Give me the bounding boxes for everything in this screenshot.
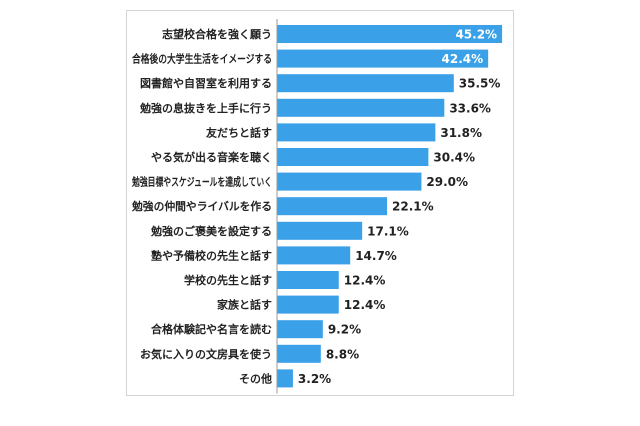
category-label: やる気が出る音楽を聴く: [151, 150, 272, 164]
category-labels: 志望校合格を強く願う合格後の大学生生活をイメージする図書館や自習室を利用する勉強…: [131, 27, 272, 385]
category-label: 勉強の仲間やライバルを作る: [131, 199, 272, 213]
value-label: 17.1%: [367, 224, 409, 238]
category-label: お気に入りの文房具を使う: [140, 347, 272, 361]
value-label: 45.2%: [455, 28, 497, 42]
category-label: 合格体験記や名言を読む: [151, 322, 272, 336]
category-label: 家族と話す: [217, 298, 272, 312]
bar: [277, 197, 388, 216]
value-label: 14.7%: [355, 249, 397, 263]
value-label: 3.2%: [298, 372, 331, 386]
value-label: 30.4%: [433, 151, 475, 165]
bar: [277, 25, 503, 43]
bar: [277, 148, 429, 166]
value-label: 29.0%: [426, 175, 468, 189]
category-label: 友だちと話す: [206, 125, 272, 139]
bars: [277, 25, 503, 388]
bar: [277, 74, 454, 93]
category-label: その他: [239, 371, 272, 385]
bar: [277, 344, 321, 363]
bar: [277, 295, 339, 314]
bar: [277, 369, 293, 388]
bar: [277, 123, 436, 142]
value-label: 8.8%: [326, 347, 359, 361]
bar: [277, 246, 351, 265]
category-label: 合格後の大学生生活をイメージする: [132, 52, 272, 66]
value-label: 31.8%: [440, 126, 482, 140]
bar: [277, 320, 323, 339]
category-label: 勉強のご褒美を設定する: [150, 224, 272, 238]
category-label: 塾や予備校の先生と話す: [151, 248, 272, 262]
bar: [277, 98, 445, 117]
value-label: 22.1%: [392, 200, 434, 214]
category-label: 勉強の息抜きを上手に行う: [139, 101, 272, 115]
value-label: 9.2%: [328, 323, 361, 337]
category-label: 学校の先生と話す: [184, 273, 272, 287]
value-label: 35.5%: [459, 77, 501, 91]
bar: [277, 172, 422, 191]
value-label: 42.4%: [442, 52, 484, 66]
bar: [277, 271, 339, 289]
category-label: 図書館や自習室を利用する: [140, 76, 272, 90]
bar: [277, 49, 489, 68]
value-label: 33.6%: [449, 101, 491, 115]
category-label: 志望校合格を強く願う: [162, 27, 272, 41]
value-labels: 45.2% 42.4% 35.5% 33.6% 31.8% 30.4% 29.0% 22.1%…: [298, 28, 500, 386]
category-label: 勉強目標やスケジュールを達成していく: [131, 175, 272, 189]
value-label: 12.4%: [344, 274, 386, 288]
bar: [277, 221, 363, 240]
value-label: 12.4%: [344, 298, 386, 312]
